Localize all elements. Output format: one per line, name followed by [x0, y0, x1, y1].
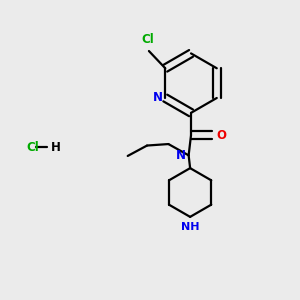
Text: N: N	[153, 92, 163, 104]
Text: O: O	[216, 129, 226, 142]
Text: H: H	[50, 140, 60, 154]
Text: Cl: Cl	[27, 140, 39, 154]
Text: NH: NH	[181, 222, 200, 232]
Text: Cl: Cl	[141, 33, 154, 46]
Text: N: N	[176, 149, 186, 162]
